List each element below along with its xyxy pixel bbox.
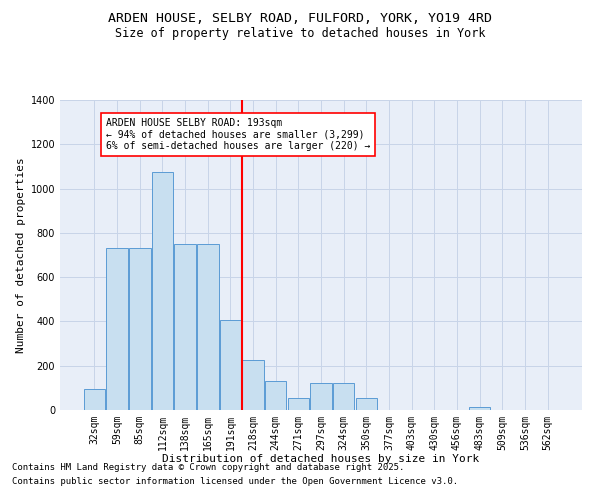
Text: ARDEN HOUSE SELBY ROAD: 193sqm
← 94% of detached houses are smaller (3,299)
6% o: ARDEN HOUSE SELBY ROAD: 193sqm ← 94% of … (106, 118, 370, 151)
Text: Contains public sector information licensed under the Open Government Licence v3: Contains public sector information licen… (12, 477, 458, 486)
Bar (129, 248, 151, 410)
Bar (310, 384, 332, 410)
Text: Contains HM Land Registry data © Crown copyright and database right 2025.: Contains HM Land Registry data © Crown c… (12, 464, 404, 472)
Bar (152, 172, 173, 410)
Bar (265, 381, 286, 410)
Bar (356, 398, 377, 410)
Text: ARDEN HOUSE, SELBY ROAD, FULFORD, YORK, YO19 4RD: ARDEN HOUSE, SELBY ROAD, FULFORD, YORK, … (108, 12, 492, 26)
Bar (106, 248, 128, 410)
Bar (333, 384, 355, 410)
Bar (175, 244, 196, 410)
Bar (220, 320, 241, 410)
Bar (469, 406, 490, 410)
Bar (242, 360, 264, 410)
Text: Size of property relative to detached houses in York: Size of property relative to detached ho… (115, 28, 485, 40)
Y-axis label: Number of detached properties: Number of detached properties (16, 157, 26, 353)
Bar (197, 244, 218, 410)
Bar (84, 389, 105, 410)
Bar (287, 398, 309, 410)
X-axis label: Distribution of detached houses by size in York: Distribution of detached houses by size … (163, 454, 479, 464)
